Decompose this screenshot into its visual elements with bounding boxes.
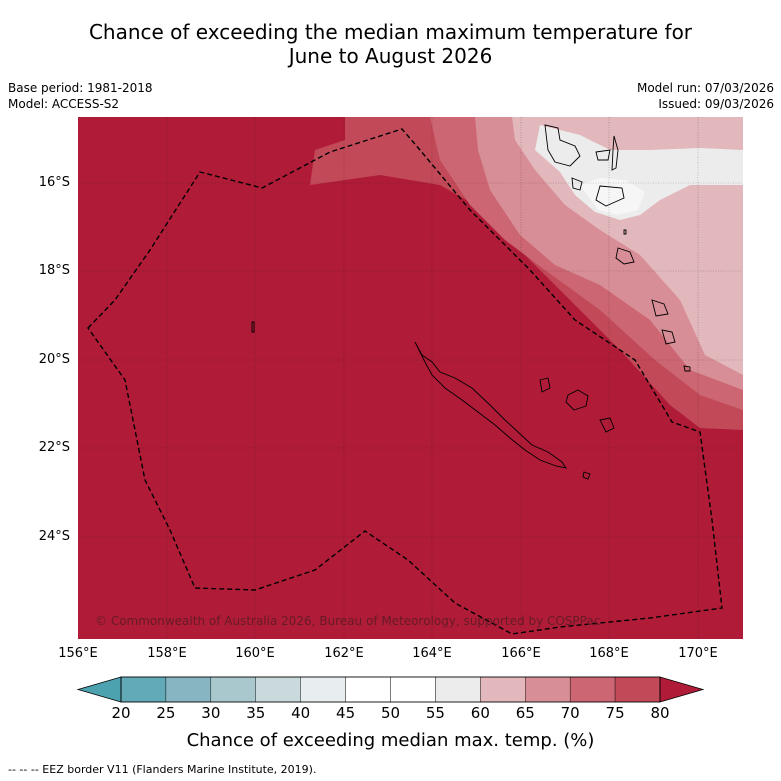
coastlines <box>251 124 691 480</box>
lon-label-166e: 166°E <box>501 646 541 661</box>
lon-label-168e: 168°E <box>589 646 629 661</box>
copyright-notice: © Commonwealth of Australia 2026, Bureau… <box>95 614 601 628</box>
colorbar-frame <box>120 676 661 703</box>
colorbar-cell <box>345 676 391 703</box>
colorbar-tick-label: 55 <box>425 704 445 722</box>
lon-label-158e: 158°E <box>147 646 187 661</box>
issued-label: Issued: 09/03/2026 <box>658 97 774 111</box>
probability-field <box>78 117 743 639</box>
colorbar-tick-label: 65 <box>515 704 535 722</box>
eez-border <box>87 128 723 635</box>
colorbar-cell <box>390 676 436 703</box>
colorbar-tick-label: 50 <box>380 704 401 722</box>
colorbar-tick-label: 40 <box>291 704 311 722</box>
colorbar-tick-label: 60 <box>470 704 490 722</box>
colorbar-under-arrow <box>76 676 122 703</box>
loyalty-islands <box>539 377 615 480</box>
colorbar-cell <box>525 676 571 703</box>
lat-label-16s: 16°S <box>38 175 70 190</box>
base-period-label: Base period: 1981-2018 <box>8 81 153 95</box>
map-title-line2: June to August 2026 <box>288 44 493 68</box>
colorbar-cell <box>120 676 167 703</box>
lon-label-162e: 162°E <box>324 646 364 661</box>
lat-label-22s: 22°S <box>38 440 70 455</box>
colorbar-cell <box>435 676 481 703</box>
colorbar-cells <box>120 676 661 703</box>
colorbar-cell <box>614 676 661 703</box>
colorbar-tick-label: 25 <box>156 704 176 722</box>
small-reefs <box>251 229 627 333</box>
model-label: Model: ACCESS-S2 <box>8 97 120 111</box>
colorbar-cell <box>569 676 616 703</box>
colorbar-cell <box>300 676 346 703</box>
model-run-label: Model run: 07/03/2026 <box>636 81 774 95</box>
colorbar-tick-label: 80 <box>650 704 670 722</box>
colorbar-tick-label: 20 <box>111 704 131 722</box>
vanuatu-islands <box>544 124 691 372</box>
lon-label-164e: 164°E <box>412 646 452 661</box>
lat-label-24s: 24°S <box>38 529 70 544</box>
colorbar-tick-label: 35 <box>246 704 266 722</box>
colorbar-tick-label: 75 <box>605 704 625 722</box>
lon-label-160e: 160°E <box>235 646 275 661</box>
lon-label-170e: 170°E <box>678 646 718 661</box>
colorbar-title: Chance of exceeding median max. temp. (%… <box>186 730 595 751</box>
lat-label-18s: 18°S <box>38 263 70 278</box>
colorbar-cell <box>480 676 526 703</box>
colorbar-tick-label: 70 <box>560 704 580 722</box>
colorbar-cell <box>210 676 256 703</box>
colorbar-tick-label: 30 <box>201 704 221 722</box>
colorbar-tick-label: 45 <box>336 704 356 722</box>
lat-label-20s: 20°S <box>38 352 70 367</box>
colorbar-cell <box>255 676 301 703</box>
band-55-core <box>580 178 645 215</box>
eez-legend-note: -- -- -- EEZ border V11 (Flanders Marine… <box>8 763 317 776</box>
graticule <box>78 117 743 639</box>
band-55 <box>535 125 743 220</box>
colorbar-cell <box>165 676 212 703</box>
lon-label-156e: 156°E <box>58 646 98 661</box>
new-caledonia-island <box>414 341 567 469</box>
map-title-line1: Chance of exceeding the median maximum t… <box>88 20 693 44</box>
colorbar-over-arrow <box>659 676 705 703</box>
